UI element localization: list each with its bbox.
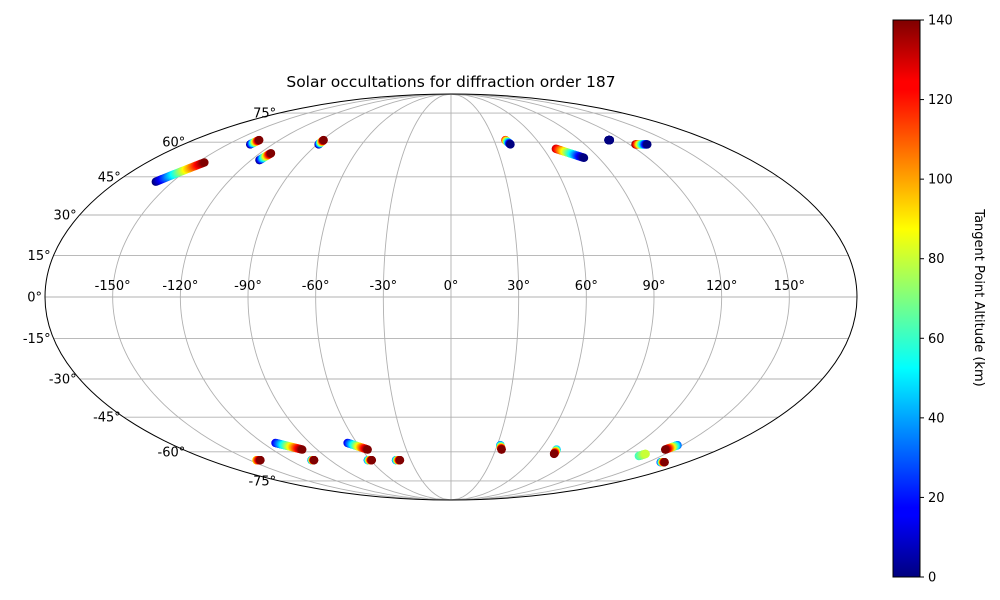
chart-title: Solar occultations for diffraction order… (286, 73, 615, 91)
occultation-point (660, 445, 670, 454)
latitude-tick-label: 45° (98, 170, 121, 185)
occultation-track (496, 441, 506, 454)
occultation-point (497, 445, 506, 454)
occultation-point (256, 455, 265, 465)
longitude-tick-label: 60° (575, 279, 598, 294)
occultation-track (501, 135, 515, 149)
occultation-point (395, 455, 405, 465)
occultation-point (643, 140, 652, 149)
longitude-tick-label: -120° (162, 279, 198, 294)
occultation-point (298, 445, 307, 454)
colorbar-tick-label: 100 (928, 173, 953, 188)
occultation-point (319, 135, 328, 145)
latitude-tick-label: 15° (28, 249, 51, 264)
occultation-point (579, 153, 589, 163)
occultation-point (641, 449, 650, 459)
occultation-track (151, 158, 209, 186)
longitude-tick-label: 150° (774, 279, 805, 294)
occultation-track (656, 458, 669, 467)
colorbar-ticks: 0 20 40 60 80 100 120 140 (920, 14, 953, 586)
occultation-track (252, 455, 265, 465)
occultation-tracks (151, 135, 682, 467)
occultation-point (506, 140, 515, 149)
occultation-track (549, 445, 561, 459)
longitude-tick-label: -60° (302, 279, 330, 294)
colorbar-tick-label: 120 (928, 93, 953, 108)
occultation-track (307, 455, 319, 465)
latitude-tick-label: -15° (23, 332, 51, 347)
latitude-tick-label: -60° (158, 445, 186, 460)
latitude-tick-label: 0° (27, 291, 42, 306)
occultation-point (255, 135, 264, 145)
occultation-point (605, 135, 615, 145)
map-grid (45, 94, 857, 500)
occultation-track (363, 455, 377, 465)
latitude-tick-label: -75° (248, 474, 276, 489)
colorbar-tick-label: 140 (928, 14, 953, 29)
longitude-tick-label: 90° (642, 279, 665, 294)
latitude-tick-labels: 75° 60° 45° 30° 15° 0° -15° -30° -45° -60° -75° (23, 107, 276, 490)
latitude-tick-label: 60° (162, 136, 185, 151)
occultation-track (551, 144, 589, 163)
occultation-track (255, 149, 276, 165)
occultation-track (314, 135, 328, 149)
longitude-tick-labels: -150° -120° -90° -60° -30° 0° 30° 60° 90° 120° 150… (95, 279, 805, 294)
colorbar-tick-label: 60 (928, 332, 945, 347)
colorbar-tick-label: 20 (928, 491, 945, 506)
colorbar-gradient (892, 19, 921, 578)
occultation-point (660, 458, 669, 467)
longitude-tick-label: -150° (95, 279, 131, 294)
colorbar: 0 20 40 60 80 100 120 140 Tangent Point Altitud… (892, 14, 986, 586)
occultation-track (245, 135, 264, 149)
latitude-tick-label: 30° (54, 208, 77, 223)
occultation-point (266, 149, 276, 158)
colorbar-tick-label: 80 (928, 252, 945, 267)
longitude-tick-label: -30° (369, 279, 397, 294)
latitude-tick-label: -45° (93, 411, 121, 426)
longitude-tick-label: -90° (234, 279, 262, 294)
occultation-track (604, 135, 615, 145)
occultation-point (200, 158, 209, 167)
occultation-point (309, 455, 319, 465)
occultation-point (549, 449, 559, 459)
longitude-tick-label: 30° (507, 279, 530, 294)
occultation-track (343, 438, 372, 454)
latitude-tick-label: 75° (253, 107, 276, 122)
occultation-track (660, 441, 682, 454)
occultation-point (363, 445, 372, 454)
occultation-track (271, 438, 307, 454)
colorbar-label: Tangent Point Altitude (km) (971, 208, 986, 386)
occultation-track (634, 449, 650, 461)
colorbar-tick-label: 40 (928, 411, 945, 426)
longitude-tick-label: 120° (706, 279, 737, 294)
occultation-track (391, 455, 405, 465)
latitude-tick-label: -30° (49, 373, 77, 388)
map-boundary (44, 93, 858, 501)
colorbar-tick-label: 0 (928, 571, 936, 586)
longitude-tick-label: 0° (444, 279, 459, 294)
occultation-point (367, 455, 377, 465)
occultation-track (631, 140, 652, 149)
